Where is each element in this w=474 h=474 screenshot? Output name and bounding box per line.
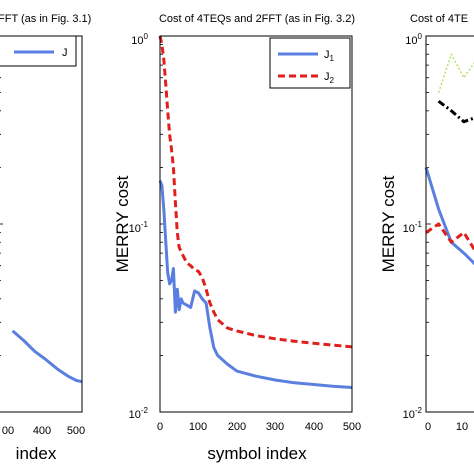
panel-right-title: Cost of 4TE [410, 13, 468, 25]
panel-center-xlabel: symbol index [207, 444, 307, 463]
panel-center-xtick: 300 [266, 421, 284, 433]
panel-left-xtick: 500 [67, 425, 85, 437]
panel-right: Cost of 4TE 100 10-1 10-2 0 10 MERRY cos… [379, 13, 474, 433]
panel-right-xtick: 0 [425, 421, 431, 433]
panel-center-frame [159, 35, 353, 413]
series-line-2 [158, 35, 353, 349]
panel-center-xtick: 200 [228, 421, 246, 433]
panel-left-plot [0, 44, 83, 413]
panel-center-plot [158, 35, 353, 413]
series-line-3 [424, 166, 474, 266]
panel-right-ylabel: MERRY cost [379, 175, 398, 272]
series-line-4 [425, 222, 474, 252]
panel-center-xtick: 400 [305, 421, 323, 433]
series-line-2 [437, 100, 474, 124]
panel-left-title: FFT (as in Fig. 3.1) [0, 13, 91, 25]
panel-right-frame [425, 35, 474, 413]
panel-left: FFT (as in Fig. 3.1) J 00 400 500 index [0, 13, 91, 463]
panel-left-legend-label: J [62, 47, 68, 59]
series-line-1 [437, 53, 474, 93]
panel-left-xtick: 00 [2, 425, 14, 437]
panel-center-ytick: 10-1 [129, 220, 149, 235]
panel-right-plot [424, 44, 474, 413]
panel-right-ytick: 10-2 [403, 406, 423, 421]
panel-right-ytick: 10-1 [403, 220, 423, 235]
panel-right-xtick: 10 [456, 421, 468, 433]
panel-center-xtick: 100 [189, 421, 207, 433]
series-line-1 [158, 180, 353, 389]
panel-center-legend-label-1: J1 [324, 49, 335, 63]
panel-center-ylabel: MERRY cost [113, 175, 132, 272]
panel-center-ytick: 10-2 [129, 406, 149, 421]
panel-center-xtick: 500 [343, 421, 361, 433]
panel-center: Cost of 4TEQs and 2FFT (as in Fig. 3.2) … [113, 13, 361, 463]
panel-left-legend: J [0, 35, 77, 67]
panel-left-xlabel: index [16, 444, 57, 463]
panel-right-ytick: 100 [405, 32, 422, 47]
panel-center-legend: J1 J2 [269, 37, 351, 89]
panel-center-ytick: 100 [131, 32, 148, 47]
p1-yticks [0, 44, 3, 413]
series-line-1 [11, 329, 83, 384]
panel-center-title: Cost of 4TEQs and 2FFT (as in Fig. 3.2) [159, 13, 355, 25]
panel-center-legend-box [269, 37, 351, 89]
panel-left-xtick: 400 [33, 425, 51, 437]
panel-center-xtick: 0 [157, 421, 163, 433]
panel-center-legend-label-2: J2 [324, 71, 335, 85]
